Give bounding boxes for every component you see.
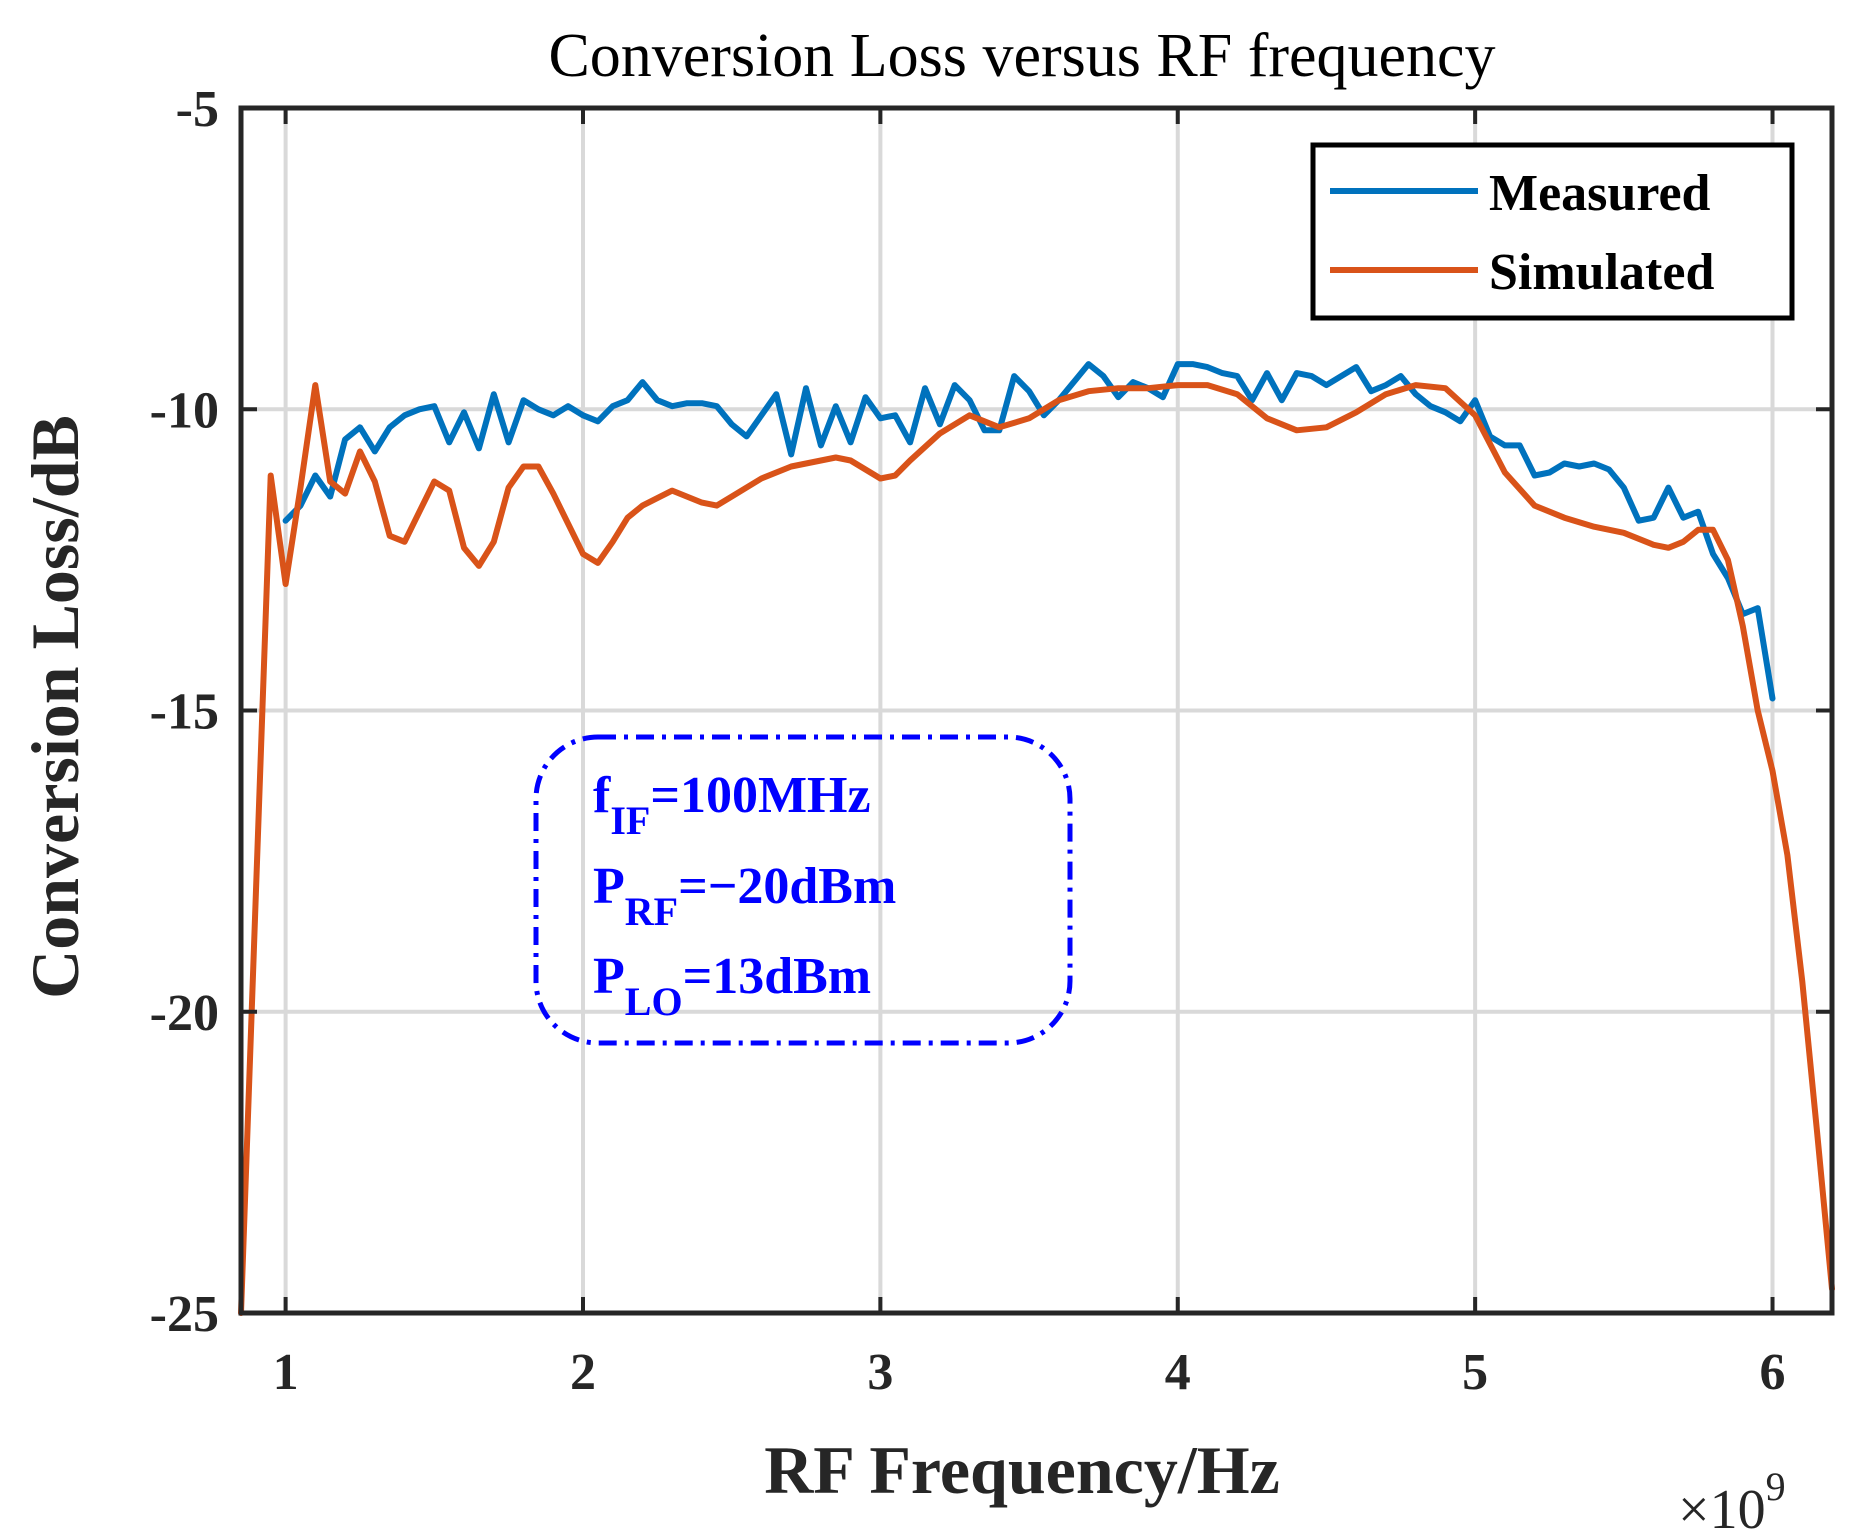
tick-labels: 1 2 3 4 5 6 -25 -20 -15 -10 -5 (150, 81, 1786, 1401)
annotation-2-sub: RF (625, 889, 678, 934)
x-axis-label: RF Frequency/Hz (764, 1432, 1280, 1508)
annotation-3-main: P (593, 948, 625, 1005)
y-axis-label: Conversion Loss/dB (17, 415, 93, 999)
x-tick-label: 3 (867, 1344, 893, 1401)
y-tick-label: -20 (150, 985, 219, 1042)
grid-lines (241, 108, 1832, 1313)
series-line-measured (282, 361, 1776, 702)
legend-label-measured: Measured (1489, 165, 1711, 222)
annotation-border (533, 734, 1073, 1046)
y-tick-label: -15 (150, 684, 219, 741)
y-tick-label: -25 (150, 1286, 219, 1343)
annotation-1-sub: IF (610, 798, 650, 843)
x-tick-label: 6 (1760, 1344, 1786, 1401)
annotation-1-rest: =100MHz (650, 767, 870, 824)
chart-title: Conversion Loss versus RF frequency (548, 22, 1495, 90)
x-tick-label: 5 (1462, 1344, 1488, 1401)
tick-marks (241, 106, 1832, 1315)
legend: Measured Simulated (1310, 142, 1795, 321)
y-tick-label: -5 (176, 81, 219, 138)
series-line-simulated (238, 382, 1835, 1316)
series-layer (238, 361, 1835, 1316)
y-tick-label: -10 (150, 382, 219, 439)
annotation-line-1: fIF=100MHz (593, 767, 871, 843)
annotation-2-rest: =−20dBm (678, 858, 896, 915)
annotation-line-2: PRF=−20dBm (593, 858, 896, 934)
annotation-2-main: P (593, 858, 625, 915)
annotation-1-main: f (593, 767, 611, 824)
annotation-box: fIF=100MHz PRF=−20dBm PLO=13dBm (533, 734, 1073, 1046)
legend-label-simulated: Simulated (1489, 244, 1714, 301)
x-exponent-power: 9 (1766, 1464, 1786, 1509)
annotation-line-3: PLO=13dBm (593, 948, 871, 1024)
annotation-3-sub: LO (625, 979, 683, 1024)
x-axis-exponent: ×109 (1678, 1464, 1786, 1538)
annotation-3-rest: =13dBm (683, 948, 872, 1005)
x-tick-label: 1 (273, 1344, 299, 1401)
x-tick-label: 2 (570, 1344, 596, 1401)
x-tick-label: 4 (1165, 1344, 1191, 1401)
legend-box (1310, 142, 1795, 321)
x-exponent-base: ×10 (1678, 1479, 1766, 1538)
